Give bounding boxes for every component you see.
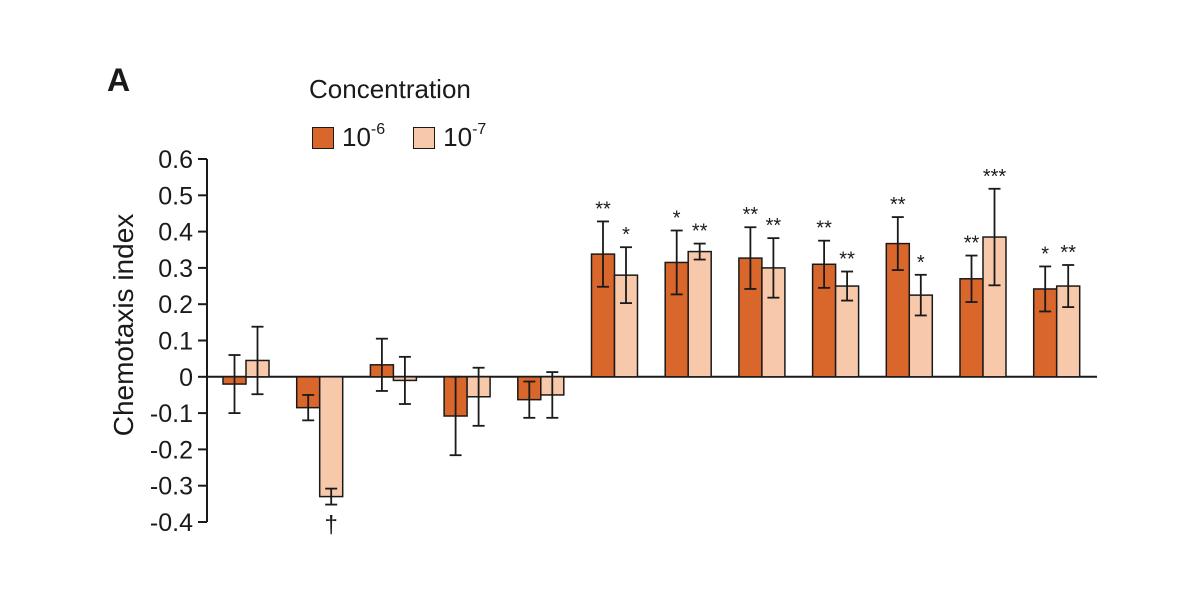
significance-marker: * [622, 224, 630, 246]
y-tick-label: -0.4 [150, 509, 193, 537]
y-tick-label: 0.3 [158, 255, 193, 283]
y-tick-label: 0.6 [158, 146, 193, 174]
y-tick-label: 0 [179, 364, 193, 392]
significance-marker: * [1041, 243, 1049, 265]
y-tick-label: -0.1 [150, 400, 193, 428]
significance-marker: ** [816, 218, 832, 240]
y-tick-label: 0.5 [158, 182, 193, 210]
panel-label: A [107, 62, 131, 98]
y-tick-label: -0.2 [150, 436, 193, 464]
error-bar-layer [228, 187, 1075, 506]
legend-label-1e-7: 10-7 [443, 121, 487, 152]
significance-marker: ** [766, 215, 782, 237]
bar-layer [222, 236, 1081, 498]
significance-marker: ** [890, 194, 906, 216]
significance-marker: † [325, 512, 338, 539]
significance-marker: * [673, 208, 681, 230]
significance-marker: ** [595, 198, 611, 220]
y-tick-label: 0.1 [158, 328, 193, 356]
significance-marker: ** [692, 221, 708, 243]
significance-marker: ** [839, 249, 855, 271]
legend-item-1e-6: 10-6 [312, 121, 386, 153]
significance-marker: ** [743, 204, 759, 226]
legend-title: Concentration [309, 74, 471, 104]
legend: 10-6 10-7 [312, 121, 514, 153]
y-tick-label: 0.2 [158, 291, 193, 319]
y-tick-label: 0.4 [158, 219, 193, 247]
significance-marker: ** [964, 233, 980, 255]
y-axis-label: Chemotaxis index [108, 214, 139, 437]
y-tick-label: -0.3 [150, 473, 193, 501]
significance-marker: ** [1060, 242, 1076, 264]
bar-1e-7-group-2 [318, 376, 344, 498]
legend-item-1e-7: 10-7 [413, 121, 487, 153]
annotation-layer: †******** ** ************* ** [325, 166, 1077, 539]
significance-marker: * [917, 252, 925, 274]
significance-marker: *** [983, 166, 1007, 188]
legend-swatch-1e-7 [413, 126, 436, 149]
legend-swatch-1e-6 [312, 126, 334, 149]
axis-layer: 0.6 0.5 0.4 0.3 0.2 0.1 0 -0.1 -0.2 -0.3 -0.4 [150, 146, 1097, 537]
bar-1e-7-group-7 [687, 250, 712, 378]
legend-label-1e-6: 10-6 [342, 121, 386, 152]
